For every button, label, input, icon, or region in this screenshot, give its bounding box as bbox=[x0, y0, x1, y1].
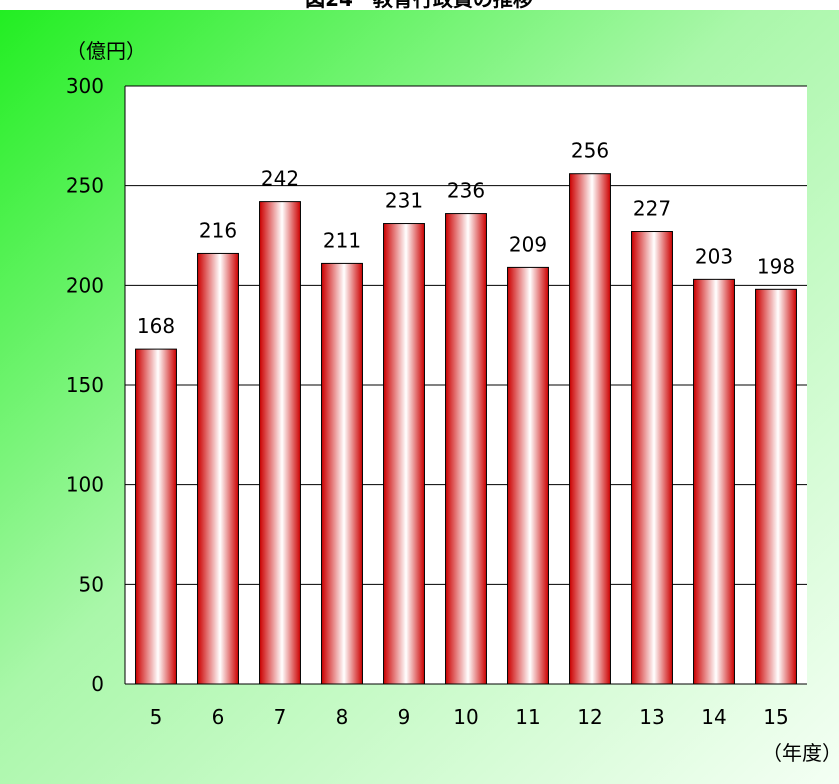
bar bbox=[259, 201, 301, 685]
x-tick-label: 9 bbox=[398, 705, 411, 729]
bar bbox=[197, 252, 239, 685]
x-tick-label: 6 bbox=[212, 705, 225, 729]
y-axis-label: （億円） bbox=[66, 39, 146, 63]
x-tick-label: 13 bbox=[639, 705, 664, 729]
data-label: 168 bbox=[137, 314, 175, 338]
x-tick-label: 15 bbox=[763, 705, 788, 729]
bar bbox=[135, 348, 177, 685]
data-label: 198 bbox=[757, 254, 795, 278]
bar bbox=[383, 223, 425, 685]
y-tick-label: 250 bbox=[66, 174, 104, 198]
data-label: 211 bbox=[323, 228, 361, 252]
x-tick-label: 7 bbox=[274, 705, 287, 729]
data-label: 231 bbox=[385, 189, 423, 213]
bar bbox=[693, 278, 735, 685]
y-tick-label: 100 bbox=[66, 473, 104, 497]
x-tick-label: 5 bbox=[150, 705, 163, 729]
bar bbox=[445, 213, 487, 685]
y-tick-label: 300 bbox=[66, 74, 104, 98]
data-label: 209 bbox=[509, 232, 547, 256]
data-label: 256 bbox=[571, 139, 609, 163]
data-label: 216 bbox=[199, 218, 237, 242]
data-label: 242 bbox=[261, 167, 299, 191]
chart-title: 図24 教育行政費の推移 bbox=[305, 0, 533, 11]
bar bbox=[631, 231, 673, 685]
data-labels: 168 216 242 211 231 236 209 256 227 203 198 bbox=[137, 139, 795, 338]
x-tick-label: 8 bbox=[336, 705, 349, 729]
data-label: 203 bbox=[695, 244, 733, 268]
x-axis: 5 6 7 8 9 10 11 12 13 14 15 bbox=[125, 683, 807, 729]
data-label: 236 bbox=[447, 179, 485, 203]
bar bbox=[507, 266, 549, 685]
x-tick-label: 10 bbox=[453, 705, 478, 729]
bar bbox=[321, 262, 363, 685]
y-tick-label: 200 bbox=[66, 273, 104, 297]
bars bbox=[135, 173, 797, 685]
y-tick-label: 150 bbox=[66, 373, 104, 397]
x-axis-label: （年度） bbox=[762, 741, 839, 765]
x-tick-label: 11 bbox=[515, 705, 540, 729]
y-tick-label: 0 bbox=[91, 672, 104, 696]
x-tick-label: 14 bbox=[701, 705, 726, 729]
data-label: 227 bbox=[633, 197, 671, 221]
y-axis: 0 50 100 150 200 250 300 bbox=[66, 74, 126, 696]
bar bbox=[569, 173, 611, 685]
y-tick-label: 50 bbox=[79, 572, 104, 596]
x-tick-label: 12 bbox=[577, 705, 602, 729]
bar bbox=[755, 288, 797, 685]
